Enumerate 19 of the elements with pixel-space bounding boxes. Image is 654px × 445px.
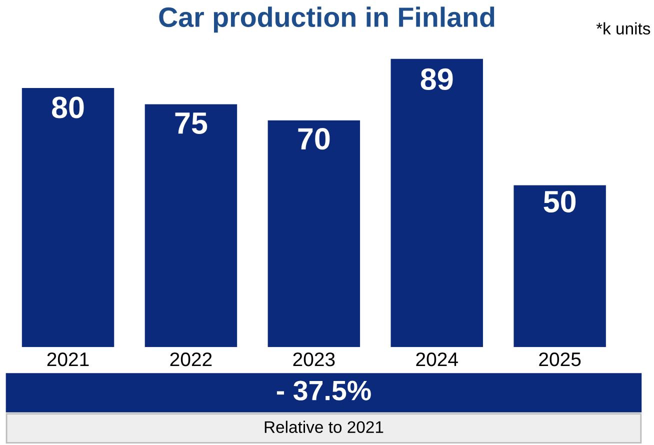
text: *k units: [596, 22, 650, 35]
bar: [514, 185, 606, 348]
data-label: 75: [175, 112, 208, 134]
x-tick-label: 2025: [539, 352, 581, 366]
bar: [144, 104, 238, 348]
bar: [22, 88, 114, 348]
x-tick-label: 2022: [170, 352, 212, 366]
x-tick-label: 2024: [416, 352, 458, 366]
text: Relative to 2021: [264, 420, 384, 434]
bar: [268, 120, 360, 348]
x-tick-label: 2021: [47, 352, 89, 366]
data-label: 50: [544, 190, 576, 212]
data-label: 89: [420, 68, 453, 90]
chart-title: Car production in Finland: [159, 6, 494, 33]
x-tick-label: 2023: [293, 352, 335, 366]
data-label: 80: [52, 96, 84, 118]
data-label: 70: [298, 128, 330, 150]
text: - 37.5%: [276, 380, 371, 400]
bar: [390, 58, 483, 348]
